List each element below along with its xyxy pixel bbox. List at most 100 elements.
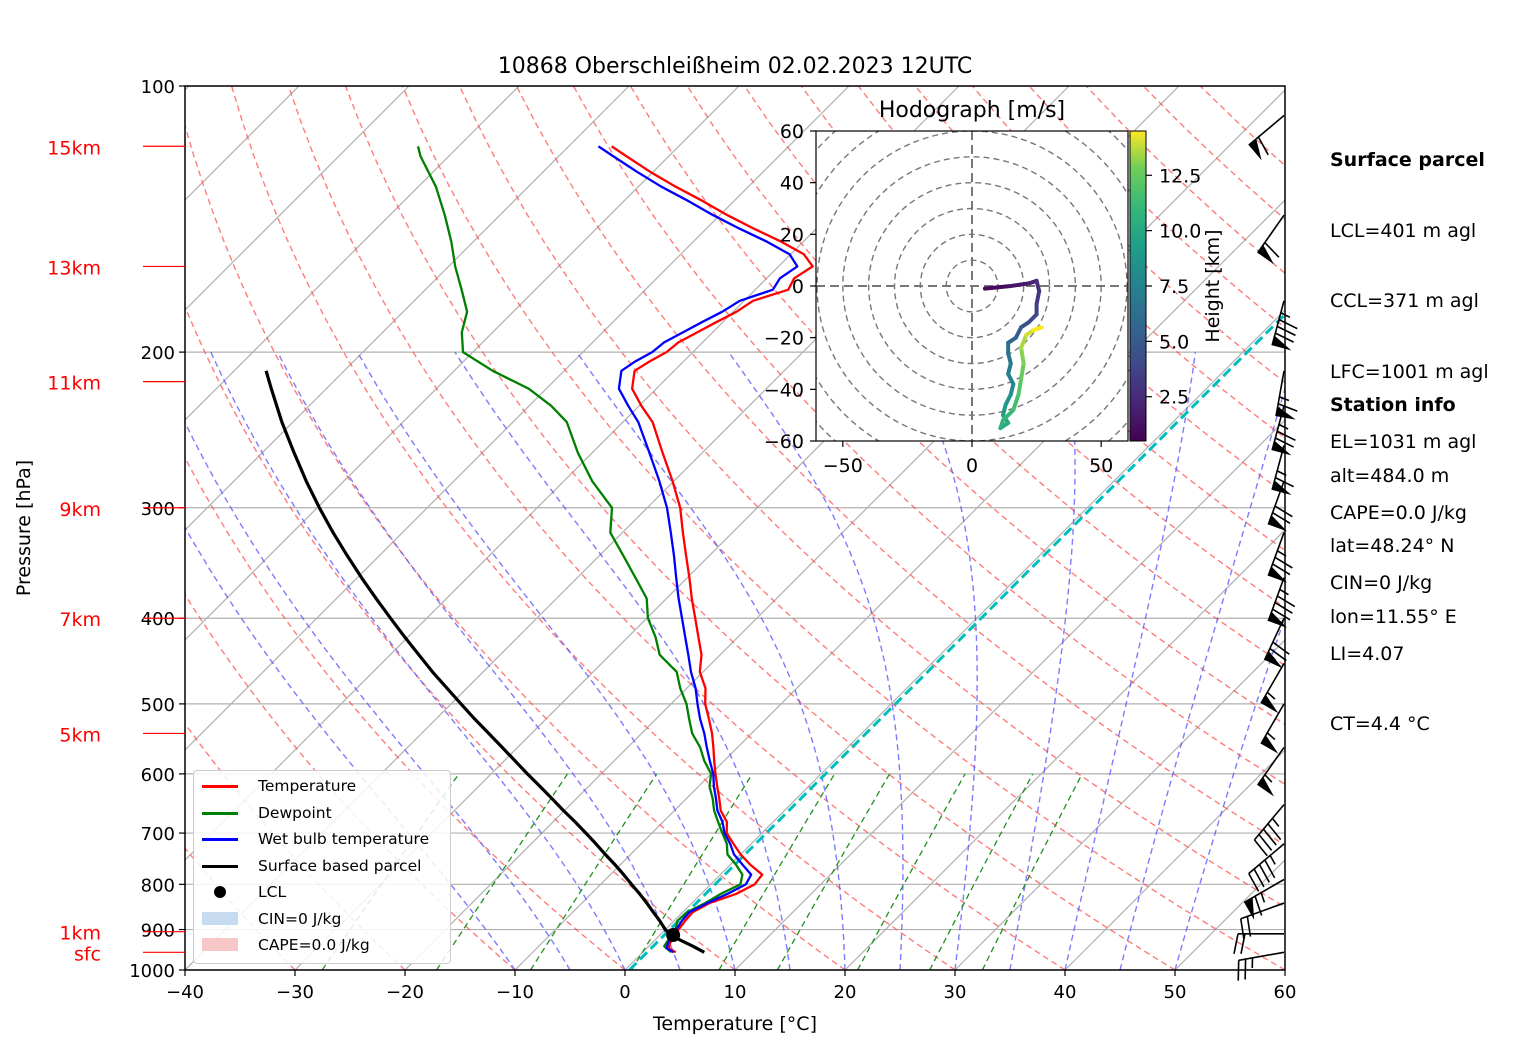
- hodograph-segment: [1001, 408, 1016, 423]
- hodograph-inset: −50 0 50 60 40 20 0 −20 −40 −60 Hodograph [m/s] 2…: [764, 98, 1224, 477]
- wind-barbs: [1233, 114, 1298, 981]
- legend-swatch: [202, 908, 238, 930]
- wind-barb: [1267, 532, 1293, 583]
- y-tick-label: 600: [141, 765, 175, 786]
- hodograph-y-tick: −60: [764, 431, 804, 453]
- x-tick-label: 20: [834, 982, 857, 1003]
- hodograph-segment: [1032, 325, 1044, 332]
- hodograph-trace: [982, 278, 1044, 431]
- colorbar-tick-label: 12.5: [1159, 165, 1201, 187]
- dry-adiabat: [401, 86, 1285, 970]
- x-tick-label: 50: [1164, 982, 1187, 1003]
- x-axis: −40 −30 −20 −10 0 10 20 30 40 50 60: [166, 970, 1296, 1003]
- legend-entry: CAPE=0.0 J/kg: [202, 934, 370, 956]
- y-tick-label: 500: [141, 695, 175, 716]
- moist-adiabat: [277, 351, 681, 970]
- y-tick-label: 900: [141, 921, 175, 942]
- hodograph-rings: [816, 131, 1128, 441]
- mixing-ratio-line: [631, 773, 753, 970]
- moist-adiabat: [210, 351, 626, 970]
- chart-title: 10868 Oberschleißheim 02.02.2023 12UTC: [498, 54, 973, 79]
- wind-barb: [1256, 746, 1285, 797]
- colorbar-ticks: 2.5 5.0 7.5 10.0 12.5: [1146, 165, 1201, 409]
- hodograph-title: Hodograph [m/s]: [879, 98, 1065, 123]
- x-tick-label: 60: [1274, 982, 1297, 1003]
- legend-entry: Dewpoint: [202, 802, 332, 824]
- x-tick-label: −40: [166, 982, 204, 1003]
- hodograph-y-tick: −20: [764, 328, 804, 350]
- surface-parcel-cin: CIN=0 J/kg: [1330, 572, 1433, 594]
- surface-parcel-heading: Surface parcel: [1330, 149, 1485, 171]
- x-axis-label: Temperature [°C]: [652, 1013, 817, 1035]
- hodograph-x-tick: 0: [966, 455, 978, 477]
- isotherm: [185, 86, 520, 421]
- hodograph-segment: [1019, 333, 1029, 350]
- mixing-ratio-line: [530, 773, 658, 970]
- dry-adiabat: [857, 86, 1285, 495]
- y-axis-label: Pressure [hPa]: [13, 460, 35, 596]
- station-info-panel: Station info alt=484.0 m lat=48.24° N lo…: [1330, 347, 1457, 653]
- hodograph-segment: [982, 284, 1013, 291]
- legend-entry: LCL: [202, 881, 286, 903]
- height-tick-label: sfc: [74, 943, 101, 965]
- dry-adiabat: [515, 86, 1285, 846]
- y-tick-label: 200: [141, 343, 175, 364]
- mixing-ratio-line: [718, 773, 836, 970]
- legend-entry: Surface based parcel: [202, 855, 421, 877]
- sounding-traces: [264, 145, 814, 954]
- moist-adiabat: [1009, 351, 1076, 970]
- height-tick-label: 5km: [59, 724, 101, 746]
- moist-adiabat: [903, 351, 978, 970]
- height-tick-label: 7km: [59, 609, 101, 631]
- y-tick-label: 100: [141, 77, 175, 98]
- hodograph-x-tick: −50: [823, 455, 863, 477]
- mixing-ratio-line: [981, 773, 1083, 970]
- wind-barb: [1248, 114, 1285, 161]
- height-tick-label: 13km: [47, 257, 101, 279]
- hodograph-y-tick: 0: [792, 276, 804, 298]
- wind-barb: [1267, 577, 1296, 628]
- wind-barb: [1243, 878, 1285, 920]
- isotherm: [185, 86, 410, 311]
- dry-adiabat: [185, 304, 736, 970]
- isotherm: [624, 309, 1285, 970]
- legend-label: Temperature: [258, 777, 357, 795]
- station-latitude: lat=48.24° N: [1330, 535, 1455, 557]
- height-tick-label: 1km: [59, 923, 101, 945]
- legend-swatch: [202, 802, 238, 824]
- isotherm: [514, 199, 1285, 970]
- moist-adiabat: [1119, 386, 1285, 970]
- wind-barb: [1237, 951, 1285, 981]
- surface-parcel-li: LI=4.07: [1330, 642, 1405, 665]
- series-wet-bulb-temperature: [597, 145, 799, 954]
- surface-parcel-ct: CT=4.4 °C: [1330, 713, 1430, 735]
- wind-barb: [1260, 703, 1285, 754]
- x-tick-label: −30: [276, 982, 314, 1003]
- chart-legend: Temperature Dewpoint Wet bulb temperature S…: [193, 770, 451, 964]
- dry-adiabat: [230, 86, 956, 970]
- series-temperature: [610, 145, 814, 954]
- dry-adiabat: [287, 86, 1066, 970]
- x-tick-label: 0: [619, 982, 630, 1003]
- legend-swatch: [202, 828, 238, 850]
- legend-swatch: [202, 855, 238, 877]
- hodograph-y-tick: −40: [764, 379, 804, 401]
- wind-barb: [1248, 843, 1285, 892]
- height-tick-label: 9km: [59, 499, 101, 521]
- moist-adiabat: [356, 351, 736, 970]
- moist-adiabat: [728, 351, 904, 970]
- mixing-ratio-line: [776, 773, 891, 970]
- moist-adiabat: [1064, 352, 1196, 970]
- y-tick-label: 700: [141, 824, 175, 845]
- moist-adiabat: [576, 351, 846, 970]
- dry-adiabat: [458, 86, 1285, 908]
- station-altitude: alt=484.0 m: [1330, 464, 1450, 487]
- surface-parcel-cape: CAPE=0.0 J/kg: [1330, 501, 1467, 524]
- mixing-ratio-line: [857, 773, 966, 970]
- y-tick-label: 800: [141, 875, 175, 896]
- dry-adiabat: [185, 456, 626, 970]
- height-tick-label: 15km: [47, 137, 101, 159]
- dry-adiabat: [344, 86, 1176, 970]
- isotherm: [954, 639, 1285, 970]
- height-tick-label: 11km: [47, 373, 101, 395]
